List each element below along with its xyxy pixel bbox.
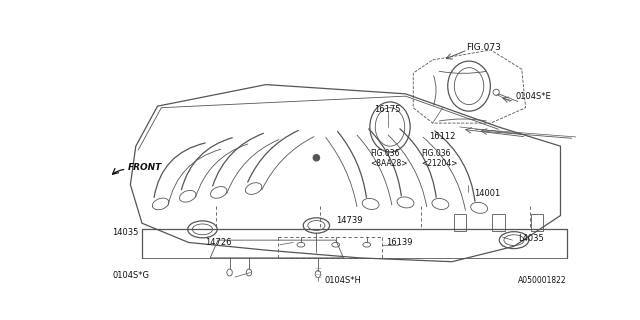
Text: 14726: 14726 <box>205 238 232 247</box>
Bar <box>531 214 543 231</box>
Text: 16112: 16112 <box>429 132 455 141</box>
Bar <box>454 214 466 231</box>
Text: A050001822: A050001822 <box>518 276 566 285</box>
Text: 0104S*G: 0104S*G <box>113 271 150 280</box>
Text: FIG.036: FIG.036 <box>371 149 400 158</box>
Text: L4035: L4035 <box>518 234 543 243</box>
Text: 0104S*E: 0104S*E <box>516 92 551 101</box>
Text: 14001: 14001 <box>474 189 500 198</box>
Text: 0104S*H: 0104S*H <box>325 276 362 285</box>
Text: <21204>: <21204> <box>421 159 458 168</box>
Text: FRONT: FRONT <box>128 163 163 172</box>
Circle shape <box>313 155 319 161</box>
Text: <8AA28>: <8AA28> <box>371 159 408 168</box>
Text: FIG.036: FIG.036 <box>421 149 451 158</box>
Text: FIG.073: FIG.073 <box>466 43 501 52</box>
Text: 14035: 14035 <box>113 228 139 237</box>
Text: 14739: 14739 <box>336 216 362 225</box>
Text: 16139: 16139 <box>386 238 413 247</box>
Text: 16175: 16175 <box>374 105 401 114</box>
Bar <box>492 214 505 231</box>
